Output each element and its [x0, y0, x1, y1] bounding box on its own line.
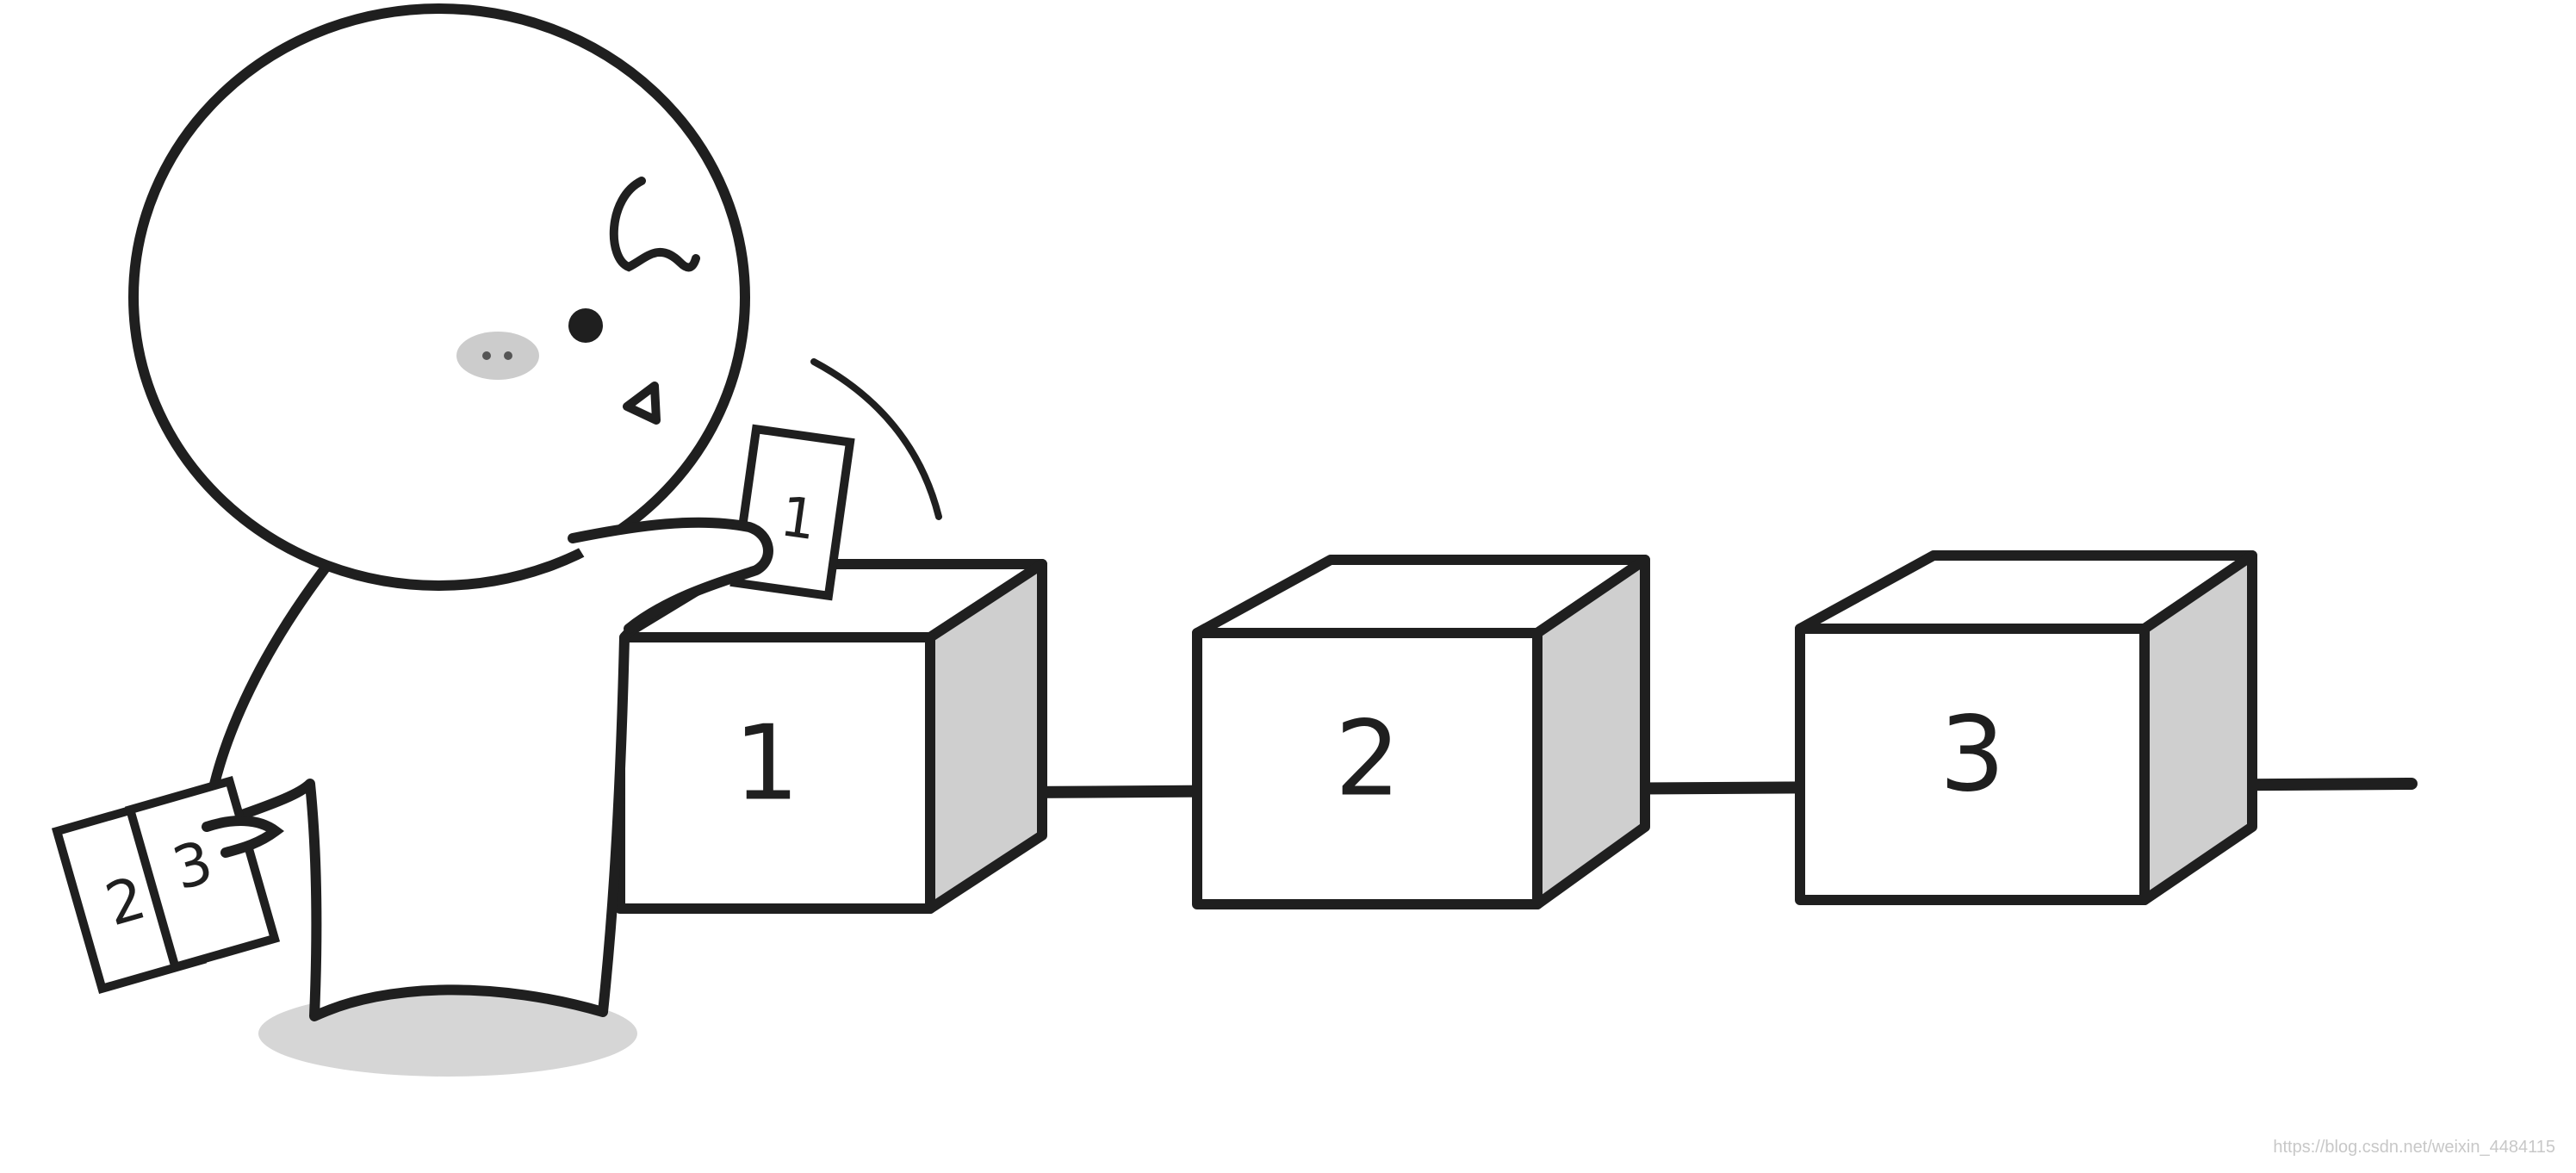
box-3-front — [1795, 624, 2150, 905]
character-hand — [202, 816, 285, 858]
box-3: 3 — [1795, 550, 2257, 905]
watermark-url: https://blog.csdn.net/weixin_4484115 — [2273, 1138, 2555, 1157]
mouth — [623, 382, 661, 425]
box-2: 2 — [1192, 555, 1650, 909]
motion-arc — [810, 358, 942, 520]
character — [128, 3, 942, 1021]
blush — [456, 332, 539, 380]
box-2-front — [1192, 628, 1542, 909]
character-head — [128, 3, 750, 591]
box-1-label: 1 — [734, 704, 799, 824]
eye — [568, 308, 603, 343]
ground-shadow — [258, 990, 637, 1077]
nostril-right — [504, 351, 512, 360]
nostril-left — [482, 351, 491, 360]
cards-in-hand: 2 3 — [51, 775, 285, 995]
character-arm — [568, 517, 773, 634]
ear-squiggle — [609, 177, 700, 272]
box-1: 1 — [615, 559, 1047, 914]
box-3-label: 3 — [1940, 696, 2005, 816]
box-2-label: 2 — [1335, 700, 1400, 820]
